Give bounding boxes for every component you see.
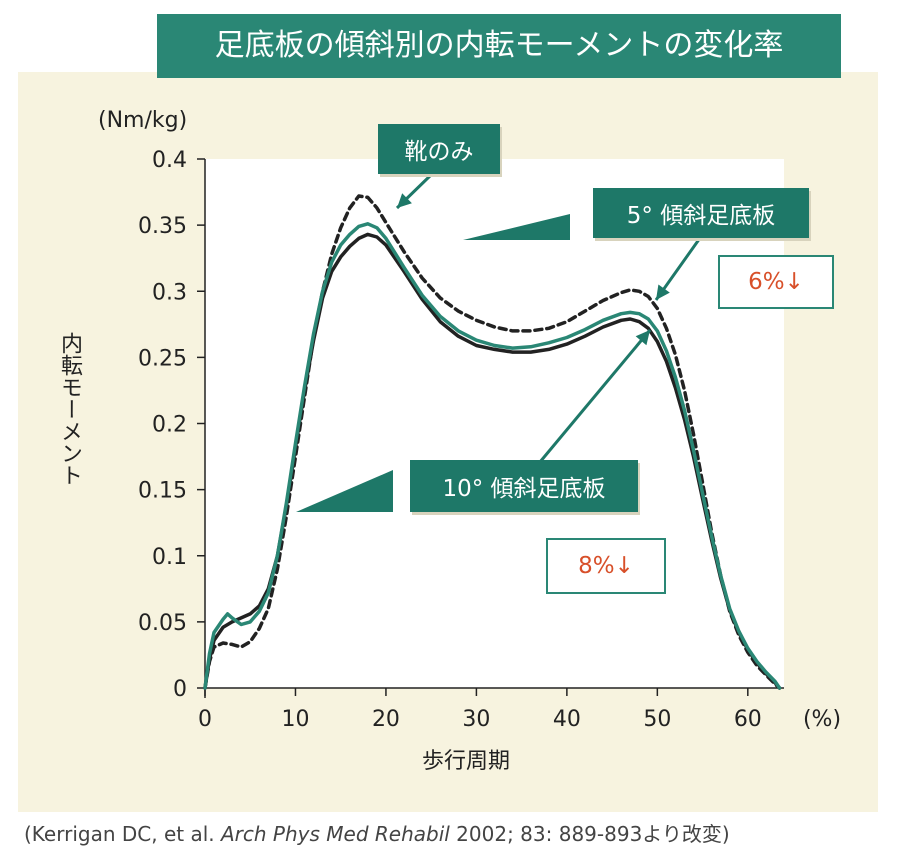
x-tick-label: 60 bbox=[734, 707, 762, 732]
callout-shoes-only: 靴のみ bbox=[378, 124, 500, 174]
y-tick-label: 0.2 bbox=[152, 413, 187, 438]
y-tick-label: 0.05 bbox=[138, 611, 187, 636]
x-tick-label: 30 bbox=[462, 707, 490, 732]
citation: (Kerrigan DC, et al. Arch Phys Med Rehab… bbox=[24, 818, 730, 847]
series-line-1 bbox=[203, 222, 782, 690]
arrow-5deg-head bbox=[656, 284, 670, 300]
arrow-shoes-only-head bbox=[397, 193, 412, 208]
y-tick-label: 0.15 bbox=[138, 479, 187, 504]
arrow-10deg-line bbox=[538, 329, 652, 463]
x-tick-label: 20 bbox=[372, 707, 400, 732]
callout-5deg-insole: 5° 傾斜足底板 bbox=[593, 188, 809, 238]
x-axis-label: 歩行周期 bbox=[422, 749, 511, 774]
x-tick-label: 50 bbox=[643, 707, 671, 732]
y-tick-label: 0.3 bbox=[152, 280, 187, 305]
citation-pre: (Kerrigan DC, et al. bbox=[24, 822, 221, 846]
citation-post: 2002; 83: 889-893より改変) bbox=[449, 822, 730, 846]
y-tick-label: 0.35 bbox=[138, 214, 187, 239]
x-tick-label: 40 bbox=[553, 707, 581, 732]
y-tick-label: 0 bbox=[173, 677, 187, 702]
y-tick-label: 0.4 bbox=[152, 148, 187, 173]
y-tick-label: 0.25 bbox=[138, 346, 187, 371]
wedge-10deg-icon bbox=[296, 470, 393, 512]
arrow-10deg-head bbox=[635, 330, 650, 346]
x-unit-label: (%) bbox=[803, 707, 841, 732]
y-axis-label: 内転モーメント bbox=[57, 332, 82, 486]
chart-title: 足底板の傾斜別の内転モーメントの変化率 bbox=[157, 14, 841, 78]
y-unit-label: (Nm/kg) bbox=[98, 108, 188, 133]
wedge-5deg-icon bbox=[463, 214, 570, 240]
x-tick-label: 10 bbox=[281, 707, 309, 732]
y-tick-label: 0.1 bbox=[152, 545, 187, 570]
callout-10deg-insole: 10° 傾斜足底板 bbox=[410, 460, 638, 512]
x-tick-label: 0 bbox=[198, 707, 212, 732]
citation-journal: Arch Phys Med Rehabil bbox=[220, 822, 450, 846]
percent-change-10deg: 8%↓ bbox=[546, 538, 666, 594]
percent-change-5deg: 6%↓ bbox=[718, 255, 834, 309]
